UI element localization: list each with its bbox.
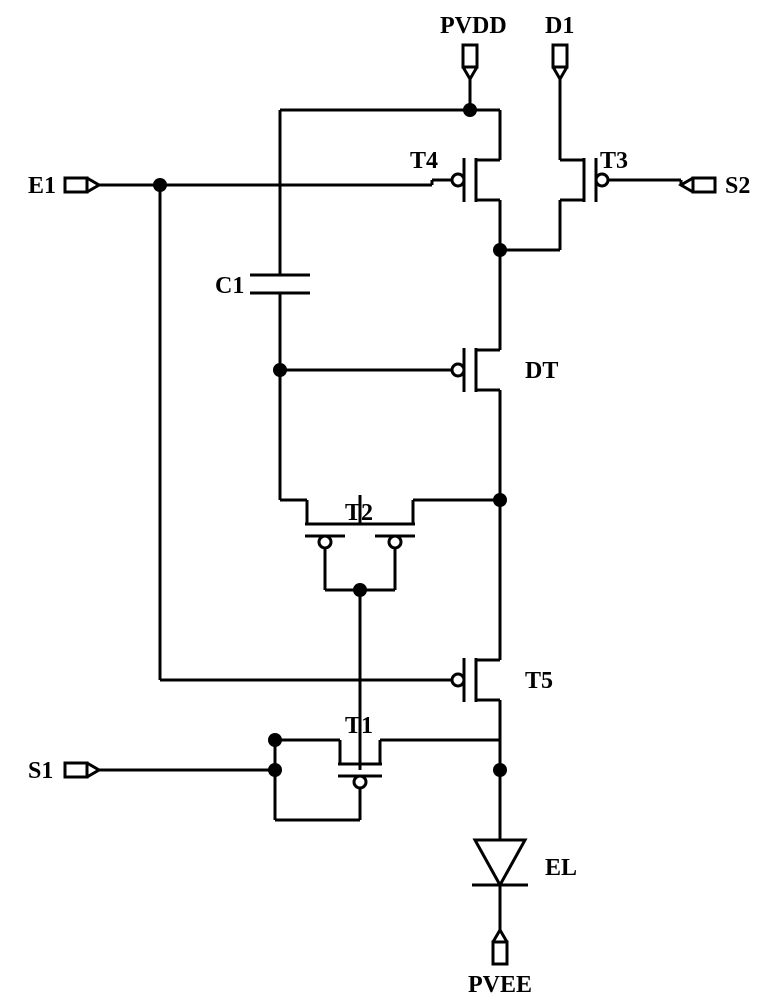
label-dt: DT xyxy=(525,358,558,384)
label-t1: T1 xyxy=(345,713,373,739)
transistor-t5 xyxy=(432,640,500,720)
label-pvee: PVEE xyxy=(468,972,532,998)
label-pvdd: PVDD xyxy=(440,13,507,39)
diode-el xyxy=(472,840,528,885)
label-s2: S2 xyxy=(725,173,750,199)
pin-e1 xyxy=(65,178,99,192)
label-t3: T3 xyxy=(600,148,628,174)
pin-d1 xyxy=(553,45,567,79)
label-t5: T5 xyxy=(525,668,553,694)
pin-s1 xyxy=(65,763,99,777)
pin-pvee xyxy=(493,930,507,964)
label-el: EL xyxy=(545,855,577,881)
label-e1: E1 xyxy=(28,173,56,199)
pin-pvdd xyxy=(463,45,477,79)
label-c1: C1 xyxy=(215,273,244,299)
transistor-t4 xyxy=(432,140,500,220)
transistor-dt xyxy=(432,330,500,410)
label-t4: T4 xyxy=(410,148,438,174)
label-s1: S1 xyxy=(28,758,53,784)
pin-s2 xyxy=(681,178,715,192)
circuit-schematic: PVDD D1 E1 S2 S1 PVEE T4 T3 DT T2 T5 T1 … xyxy=(0,0,775,1000)
label-t2: T2 xyxy=(345,500,373,526)
label-d1: D1 xyxy=(545,13,574,39)
